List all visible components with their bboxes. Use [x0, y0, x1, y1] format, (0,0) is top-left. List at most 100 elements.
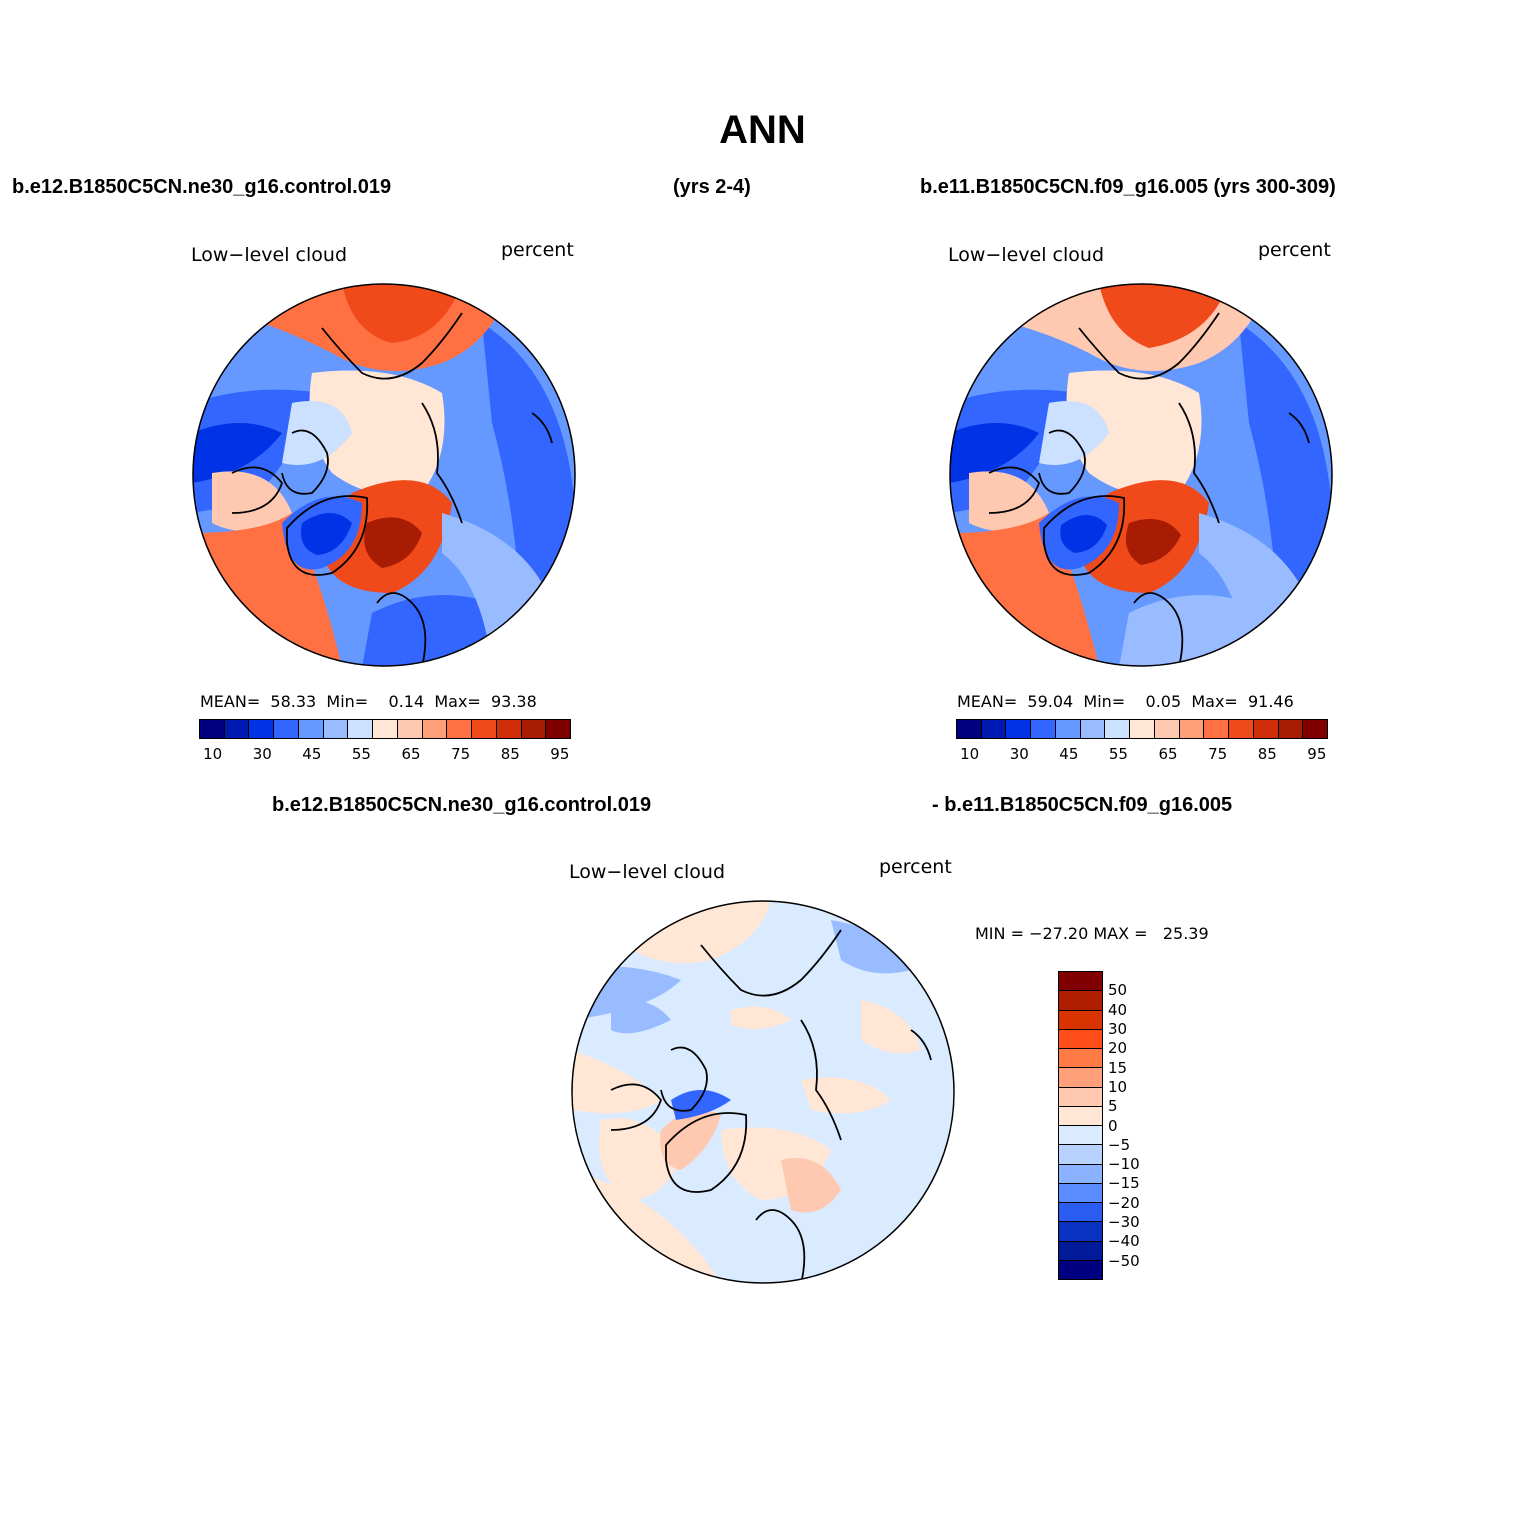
colorbar-swatch — [1303, 720, 1328, 738]
panel1-min-label: Min= — [326, 692, 369, 711]
panel1-map-boundary — [192, 283, 576, 667]
colorbar-swatch — [1204, 720, 1230, 738]
colorbar-tick-label: 95 — [550, 745, 570, 763]
colorbar-swatch — [422, 720, 448, 738]
panel2-field — [950, 284, 1332, 666]
panel2-coastlines — [988, 312, 1310, 666]
diff-coastlines — [610, 929, 932, 1283]
colorbar-swatch — [1278, 720, 1304, 738]
colorbar-swatch — [1253, 720, 1279, 738]
panel1-polar-map — [192, 283, 576, 667]
case-right-label: b.e11.B1850C5CN.f09_g16.005 (yrs 300-309… — [920, 176, 1336, 198]
colorbar-swatch — [1229, 720, 1254, 738]
colorbar-swatch — [1105, 720, 1131, 738]
diff-colorbar-swatch — [1059, 1068, 1102, 1088]
diff-colorbar-swatch — [1059, 1010, 1102, 1030]
diff-colorbar-ticks: 50 40 30 20 15 10 5 0 −5 −10 −15 −20 −30 −40 −50 — [1108, 971, 1168, 1280]
diff-map-boundary — [571, 900, 955, 1284]
colorbar-tick-label: 65 — [1158, 745, 1178, 763]
colorbar-swatch — [1006, 720, 1032, 738]
diff-units-label: percent — [879, 856, 952, 878]
colorbar-swatch — [249, 720, 275, 738]
colorbar-swatch — [397, 720, 423, 738]
diff-colorbar-tick-label: −40 — [1108, 1232, 1140, 1251]
colorbar-tick-label: 30 — [1009, 745, 1029, 763]
colorbar-tick-label: 10 — [960, 745, 980, 763]
diff-variable-label: Low−level cloud — [569, 861, 726, 883]
diff-colorbar-swatch — [1059, 1260, 1102, 1279]
diff-colorbar-tick-label: −15 — [1108, 1174, 1140, 1193]
diff-case-right-label: - b.e11.B1850C5CN.f09_g16.005 — [932, 794, 1233, 816]
colorbar-swatch — [521, 720, 547, 738]
case-left-label: b.e12.B1850C5CN.ne30_g16.control.019 — [12, 176, 392, 198]
colorbar-tick-label: 30 — [252, 745, 272, 763]
colorbar-tick-label: 85 — [1257, 745, 1277, 763]
colorbar-swatch — [1154, 720, 1180, 738]
colorbar-swatch — [1055, 720, 1081, 738]
colorbar-swatch — [546, 720, 571, 738]
diff-field — [572, 901, 954, 1283]
diff-colorbar-tick-label: −50 — [1108, 1251, 1140, 1270]
colorbar-swatch — [323, 720, 349, 738]
panel2-min-label: Min= — [1083, 692, 1126, 711]
colorbar-swatch — [472, 720, 497, 738]
panel2-variable-label: Low−level cloud — [948, 244, 1105, 266]
colorbar-swatch — [1080, 720, 1106, 738]
panel1-colorbar-ticks: 10 30 45 55 65 75 85 95 — [199, 745, 571, 765]
panel2-max-label: Max= — [1191, 692, 1238, 711]
diff-colorbar-tick-label: −5 — [1108, 1135, 1131, 1154]
diff-colorbar — [1058, 971, 1103, 1280]
diff-minmax: MIN = −27.20 MAX = 25.39 — [975, 924, 1209, 943]
panel2-min-value: 0.05 — [1145, 692, 1182, 711]
diff-polar-map — [571, 900, 955, 1284]
diff-colorbar-tick-label: 50 — [1108, 981, 1128, 1000]
colorbar-swatch — [298, 720, 324, 738]
colorbar-swatch — [348, 720, 374, 738]
diff-colorbar-tick-label: 5 — [1108, 1097, 1118, 1116]
colorbar-tick-label: 85 — [500, 745, 520, 763]
diff-colorbar-swatch — [1059, 1145, 1102, 1165]
panel1-stats: MEAN= 58.33 Min= 0.14 Max= 93.38 — [200, 692, 537, 711]
colorbar-swatch — [373, 720, 398, 738]
panel2-mean-value: 59.04 — [1027, 692, 1074, 711]
panel1-units-label: percent — [501, 239, 574, 261]
years-left-label: (yrs 2-4) — [673, 176, 751, 198]
diff-colorbar-swatch — [1059, 1241, 1102, 1261]
colorbar-tick-label: 65 — [401, 745, 421, 763]
colorbar-tick-label: 95 — [1307, 745, 1327, 763]
diff-colorbar-tick-label: −30 — [1108, 1213, 1140, 1232]
diff-colorbar-tick-label: −10 — [1108, 1155, 1140, 1174]
colorbar-tick-label: 55 — [351, 745, 371, 763]
diff-colorbar-swatch — [1059, 1029, 1102, 1049]
panel2-units-label: percent — [1258, 239, 1331, 261]
diff-colorbar-tick-label: 0 — [1108, 1116, 1118, 1135]
panel2-max-value: 91.46 — [1247, 692, 1294, 711]
diff-colorbar-swatch — [1059, 1164, 1102, 1184]
colorbar-swatch — [200, 720, 225, 738]
diff-colorbar-swatch — [1059, 972, 1102, 992]
colorbar-swatch — [981, 720, 1007, 738]
diff-colorbar-swatch — [1059, 1087, 1102, 1107]
panel1-mean-label: MEAN= — [200, 692, 261, 711]
page-title: ANN — [719, 108, 806, 152]
diff-colorbar-tick-label: 40 — [1108, 1000, 1128, 1019]
diff-colorbar-tick-label: 15 — [1108, 1058, 1128, 1077]
diff-colorbar-swatch — [1059, 1106, 1102, 1126]
colorbar-tick-label: 45 — [1059, 745, 1079, 763]
colorbar-swatch — [496, 720, 522, 738]
diff-colorbar-swatch — [1059, 1222, 1102, 1242]
diff-colorbar-swatch — [1059, 991, 1102, 1011]
diff-colorbar-swatch — [1059, 1203, 1102, 1223]
colorbar-swatch — [1179, 720, 1205, 738]
diff-colorbar-swatch — [1059, 1126, 1102, 1146]
colorbar-tick-label: 10 — [203, 745, 223, 763]
panel2-colorbar-ticks: 10 30 45 55 65 75 85 95 — [956, 745, 1328, 765]
panel2-mean-label: MEAN= — [957, 692, 1018, 711]
colorbar-tick-label: 45 — [302, 745, 322, 763]
diff-colorbar-tick-label: 30 — [1108, 1019, 1128, 1038]
colorbar-swatch — [274, 720, 299, 738]
panel1-colorbar — [199, 719, 571, 739]
panel2-polar-map — [949, 283, 1333, 667]
panel1-field — [193, 284, 575, 666]
panel2-stats: MEAN= 59.04 Min= 0.05 Max= 91.46 — [957, 692, 1294, 711]
